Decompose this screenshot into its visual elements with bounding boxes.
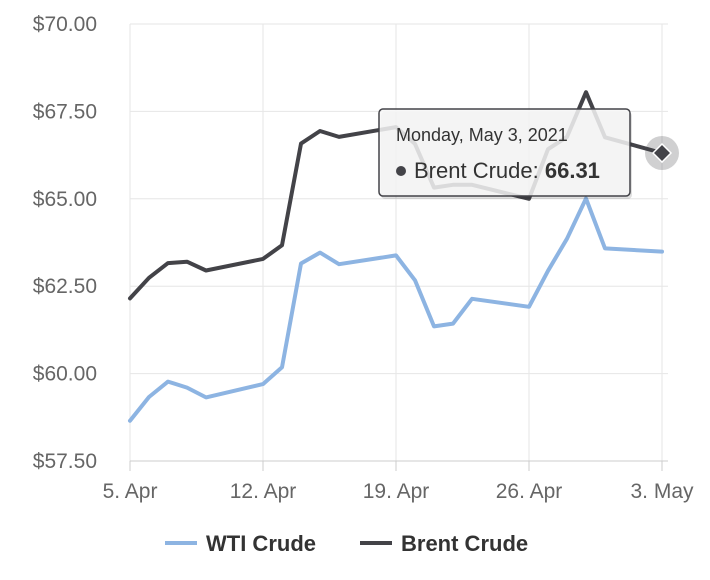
x-tick-label: 19. Apr [363,480,430,503]
y-tick-label: $65.00 [33,188,97,211]
tooltip-date: Monday, May 3, 2021 [396,125,568,145]
series-line-wti-crude [128,196,664,423]
tooltip-series-line: Brent Crude: 66.31 [414,158,600,183]
tooltip-box [378,108,631,197]
y-tick-label: $67.50 [33,100,97,123]
y-tick-label: $70.00 [33,13,97,36]
x-tick-label: 12. Apr [230,480,297,503]
legend-layer: WTI Crude Brent Crude [165,531,528,556]
y-tick-label: $62.50 [33,275,97,298]
tooltip-series-name: Brent Crude [414,158,533,183]
legend-label-wti: WTI Crude [206,531,316,556]
axis-layer: $57.50 $60.00 $62.50 $65.00 $67.50 $70.00 5. A… [33,13,694,503]
marker-layer [645,136,679,171]
y-tick-label: $57.50 [33,450,97,473]
hovered-data-point [651,142,673,164]
tooltip-series-dot [396,166,406,176]
tooltip: Monday, May 3, 2021 Brent Crude: 66.31 [378,108,632,199]
tooltip-value: 66.31 [545,158,600,183]
tooltip-separator: : [533,158,545,183]
x-tick-label: 5. Apr [103,480,158,503]
legend-label-brent: Brent Crude [401,531,528,556]
x-tick-label: 26. Apr [496,480,563,503]
y-tick-label: $60.00 [33,363,97,386]
x-tick-label: 3. May [630,480,694,503]
